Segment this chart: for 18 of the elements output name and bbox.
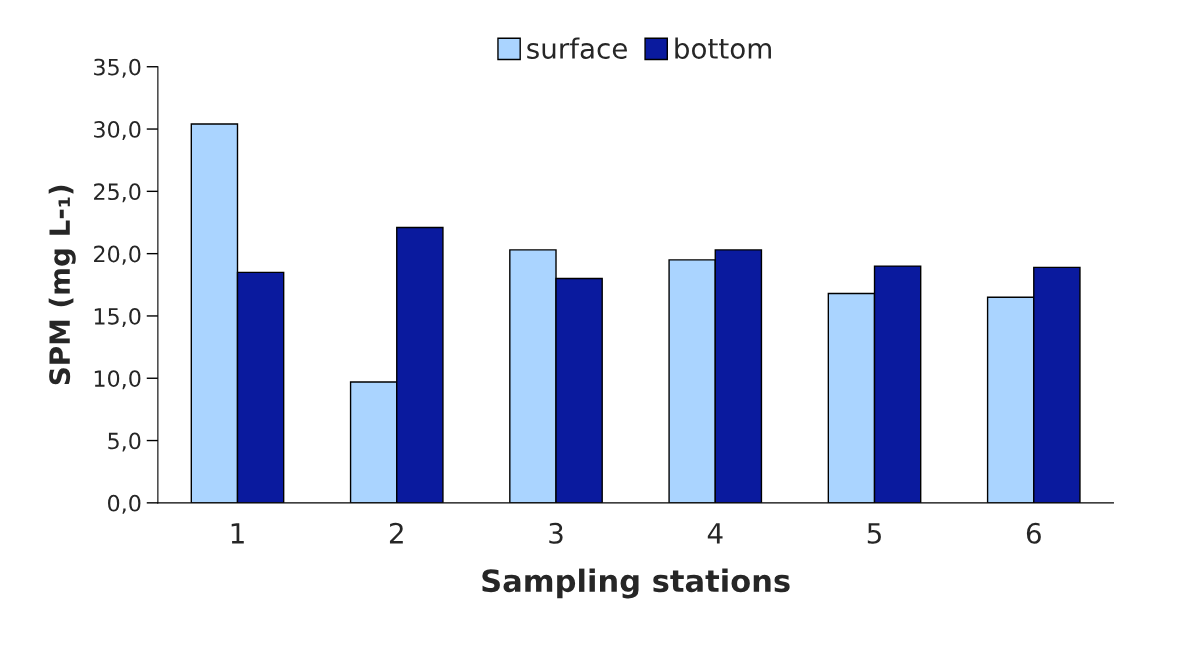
x-tick-label: 4	[707, 523, 723, 544]
y-tick-label: 0,0	[108, 494, 141, 514]
y-tick-label: 30,0	[94, 120, 141, 141]
y-tick-label: 20,0	[94, 245, 141, 265]
x-tick-label: 2	[389, 522, 403, 544]
x-tick-label: 1	[231, 523, 244, 544]
x-axis-title: Sampling stations	[482, 568, 790, 599]
y-axis-title: SPM (mg L-₁)	[48, 185, 76, 385]
y-tick-label: 25,0	[94, 183, 141, 203]
y-tick-label: 5,0	[108, 432, 141, 452]
y-tick-label: 35,0	[94, 58, 141, 78]
y-tick-label: 15,0	[94, 307, 141, 327]
legend-label: surface	[527, 37, 627, 59]
x-tick-label: 6	[1026, 522, 1041, 544]
y-tick-label: 10,0	[94, 370, 141, 390]
x-tick-label: 5	[867, 523, 881, 544]
legend-label: bottom	[675, 37, 771, 59]
x-tick-label: 3	[549, 522, 563, 544]
